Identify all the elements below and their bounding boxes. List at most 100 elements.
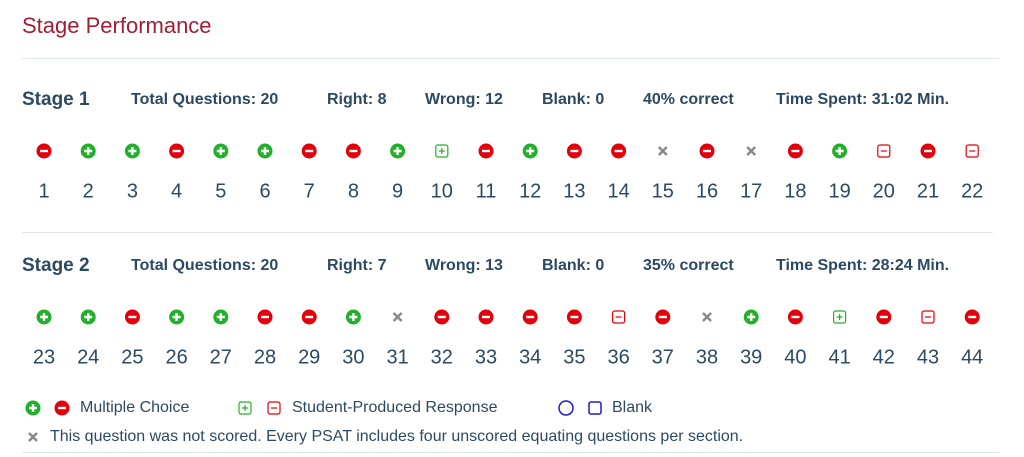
- legend-label: Student-Produced Response: [292, 399, 498, 416]
- question: 27: [210, 309, 232, 368]
- question: 41: [828, 310, 851, 368]
- question: 33: [475, 309, 497, 368]
- question: 7: [301, 143, 317, 202]
- result-icon: [746, 146, 757, 156]
- question-number: 37: [652, 346, 674, 368]
- question: 9: [390, 143, 406, 202]
- legend-label: Blank: [612, 399, 653, 416]
- question-number: 8: [348, 180, 359, 202]
- result-icon: [40, 313, 48, 321]
- stage-stat: Total Questions: 20: [131, 91, 278, 108]
- result-icon: [438, 148, 445, 154]
- result-icon: [747, 313, 756, 321]
- question: 2: [80, 143, 96, 202]
- question-number: 26: [165, 346, 187, 368]
- question: 19: [828, 143, 851, 202]
- stage-section: Stage 1 Total Questions: 20 Right: 8 Wrong:…: [22, 89, 983, 202]
- question: 29: [298, 309, 320, 368]
- question-number: 7: [304, 180, 315, 202]
- question-number: 24: [77, 346, 99, 368]
- legend-icon: [29, 404, 37, 412]
- question: 21: [917, 143, 939, 202]
- question: 32: [431, 309, 453, 368]
- question: 16: [696, 143, 718, 202]
- result-icon: [611, 310, 626, 324]
- question-number: 5: [215, 180, 226, 202]
- question-number: 6: [259, 180, 270, 202]
- result-icon: [435, 144, 449, 158]
- legend-icon: [28, 432, 38, 442]
- question-number: 40: [784, 346, 806, 368]
- question-number: 38: [696, 346, 718, 368]
- question: 24: [77, 309, 99, 368]
- result-icon: [261, 147, 269, 155]
- question-number: 16: [696, 180, 718, 202]
- question: 8: [345, 143, 361, 202]
- legend-icon: [242, 405, 248, 411]
- question-number: 13: [563, 180, 585, 202]
- question: 4: [169, 143, 185, 202]
- question-number: 9: [392, 180, 403, 202]
- stage-stat: Wrong: 13: [425, 257, 503, 274]
- result-icon: [921, 310, 935, 324]
- result-icon: [526, 147, 535, 155]
- question-number: 34: [519, 346, 541, 368]
- result-icon: [965, 144, 979, 158]
- question-number: 33: [475, 346, 497, 368]
- question: 1: [36, 143, 52, 202]
- question: 10: [431, 144, 453, 202]
- panel-title: Stage Performance: [22, 13, 212, 38]
- question-number: 2: [83, 180, 94, 202]
- stage-name: Stage 2: [22, 255, 90, 276]
- stage-stat: Right: 8: [327, 91, 387, 108]
- question: 40: [784, 309, 807, 368]
- question-number: 3: [127, 180, 138, 202]
- question: 43: [917, 310, 939, 368]
- question-number: 20: [873, 180, 895, 202]
- question: 28: [254, 309, 276, 368]
- question-number: 31: [386, 346, 408, 368]
- question: 25: [121, 309, 144, 368]
- question: 34: [519, 309, 541, 368]
- question-number: 32: [431, 346, 453, 368]
- question: 22: [961, 144, 983, 202]
- question-number: 35: [563, 346, 585, 368]
- question: 37: [652, 309, 674, 368]
- question: 42: [873, 309, 895, 368]
- question-number: 19: [828, 180, 850, 202]
- question-number: 14: [607, 180, 629, 202]
- question-number: 15: [652, 180, 674, 202]
- question-number: 17: [740, 180, 762, 202]
- question: 15: [652, 146, 674, 202]
- question: 44: [961, 309, 983, 368]
- question: 17: [740, 146, 762, 202]
- question: 12: [519, 143, 541, 202]
- question-number: 27: [210, 346, 232, 368]
- result-icon: [84, 147, 93, 155]
- stage-section: Stage 2 Total Questions: 20 Right: 7 Wrong:…: [22, 255, 983, 368]
- question: 5: [213, 143, 229, 202]
- legend-label: Multiple Choice: [80, 399, 189, 416]
- question-number: 23: [33, 346, 55, 368]
- question-number: 12: [519, 180, 541, 202]
- question-number: 43: [917, 346, 939, 368]
- question: 30: [342, 309, 365, 368]
- question-number: 1: [38, 180, 49, 202]
- question-number: 41: [828, 346, 850, 368]
- question: 6: [257, 143, 273, 202]
- legend-icon: [558, 400, 574, 416]
- legend-note: This question was not scored. Every PSAT…: [50, 428, 743, 445]
- result-icon: [172, 313, 181, 321]
- question-number: 22: [961, 180, 983, 202]
- question: 20: [873, 144, 895, 202]
- question-number: 28: [254, 346, 276, 368]
- result-icon: [877, 144, 891, 158]
- question-number: 18: [784, 180, 806, 202]
- stage-stat: Blank: 0: [542, 91, 604, 108]
- legend-icon: [588, 401, 602, 415]
- result-icon: [393, 147, 402, 155]
- question-number: 44: [961, 346, 983, 368]
- question: 23: [33, 309, 55, 368]
- stage-stat: Wrong: 12: [425, 91, 503, 108]
